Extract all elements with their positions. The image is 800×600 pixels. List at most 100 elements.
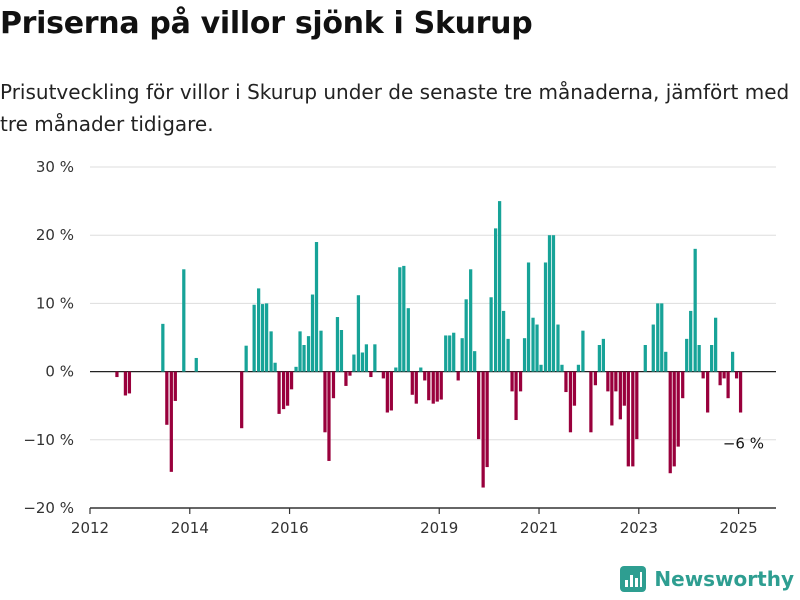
bar: [535, 324, 539, 372]
bar: [697, 345, 701, 372]
bar: [460, 338, 464, 372]
bar: [269, 331, 273, 372]
bar: [360, 352, 365, 372]
x-tick-label: 2023: [620, 519, 658, 537]
y-tick-label: 10 %: [36, 294, 74, 312]
bar: [373, 344, 377, 372]
bar: [381, 371, 385, 379]
bar: [576, 364, 581, 372]
bar: [319, 330, 323, 372]
bar: [310, 294, 315, 372]
bar: [601, 338, 605, 372]
bar: [501, 310, 506, 372]
bar: [531, 317, 535, 372]
bar: [506, 338, 510, 372]
bar: [402, 265, 406, 372]
bar: [240, 371, 244, 429]
bar: [618, 371, 622, 420]
bar: [169, 371, 173, 472]
bar: [385, 371, 389, 413]
bar: [635, 371, 639, 440]
bar: [668, 371, 672, 474]
y-tick-label: −10 %: [23, 431, 74, 449]
bar: [252, 304, 256, 372]
bar: [444, 335, 448, 372]
brand-logo: Newsworthy: [620, 566, 794, 592]
bar: [510, 371, 514, 392]
y-axis-tick-labels: −20 % −10 % 0 % 10 % 20 % 30 %: [23, 158, 74, 517]
brand-name: Newsworthy: [654, 567, 794, 591]
bar: [331, 371, 336, 399]
bar: [173, 371, 177, 401]
bar: [593, 371, 598, 386]
bar: [327, 371, 331, 461]
bar: [676, 371, 680, 447]
bar: [672, 371, 676, 467]
x-tick-label: 2012: [71, 519, 109, 537]
bar: [597, 345, 602, 372]
bar: [493, 228, 498, 372]
bar: [452, 332, 456, 372]
x-tick-label: 2019: [420, 519, 458, 537]
bar: [352, 354, 356, 372]
bar: [589, 371, 593, 433]
y-tick-label: 20 %: [36, 226, 74, 244]
bar: [294, 366, 298, 372]
bar: [564, 371, 568, 393]
bar: [518, 371, 523, 392]
bar: [689, 310, 693, 372]
newsworthy-logo-icon: [620, 566, 647, 592]
bar: [738, 371, 743, 413]
bar: [423, 371, 427, 381]
bar: [431, 371, 435, 404]
bar: [614, 371, 618, 392]
bar: [572, 371, 577, 406]
bar: [389, 371, 393, 411]
bar: [302, 345, 306, 372]
bar: [464, 299, 468, 372]
bar: [165, 371, 169, 425]
bar: [685, 338, 689, 372]
bar: [264, 303, 269, 372]
last-value-annotation: −6 %: [723, 435, 764, 453]
bar-series: [115, 201, 743, 488]
bar: [419, 367, 423, 372]
bar: [706, 371, 710, 413]
chart-title: Priserna på villor sjönk i Skurup: [0, 6, 533, 41]
bar: [394, 367, 398, 372]
bar: [348, 371, 352, 376]
x-tick-label: 2016: [270, 519, 308, 537]
bar: [631, 371, 635, 467]
bar: [369, 371, 373, 378]
bar: [714, 317, 718, 372]
bar: [427, 371, 431, 401]
x-tick-label: 2025: [719, 519, 757, 537]
bar: [656, 303, 660, 372]
bar: [718, 371, 722, 386]
bar: [543, 262, 548, 372]
x-tick-label: 2014: [171, 519, 209, 537]
bar: [194, 357, 198, 372]
bar: [522, 338, 527, 372]
bar: [473, 351, 477, 372]
bar: [726, 371, 730, 399]
x-axis-ticks: 2012 2014 2016 2019 2021 2023 2025: [71, 508, 758, 537]
bar: [568, 371, 573, 433]
bar: [398, 267, 402, 372]
bar: [261, 304, 265, 372]
bar: [161, 323, 165, 372]
y-tick-label: 0 %: [45, 363, 74, 381]
bar: [448, 335, 452, 372]
bar: [664, 351, 668, 372]
bar: [651, 324, 655, 372]
bar: [514, 371, 518, 421]
bar: [281, 371, 286, 410]
bar: [123, 371, 128, 396]
bar: [626, 371, 630, 467]
bar: [335, 317, 340, 372]
bar: [406, 308, 410, 372]
bar: [182, 269, 186, 372]
bar: [344, 371, 348, 386]
bar: [244, 345, 248, 372]
bar: [560, 364, 564, 372]
